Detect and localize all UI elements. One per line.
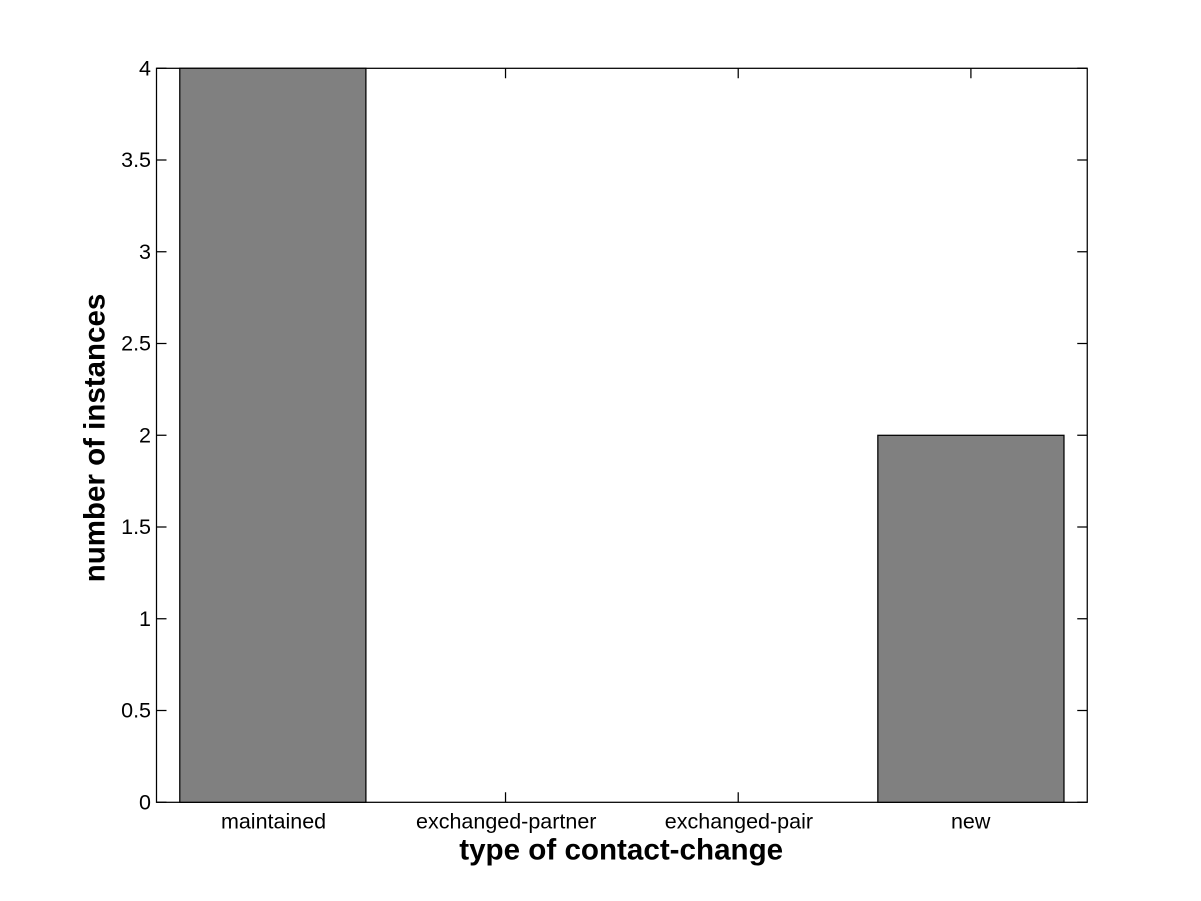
svg-text:exchanged-pair: exchanged-pair xyxy=(665,810,813,834)
svg-text:new: new xyxy=(951,810,991,834)
svg-text:0.5: 0.5 xyxy=(121,699,151,723)
svg-text:2: 2 xyxy=(139,423,151,447)
svg-text:type of contact-change: type of contact-change xyxy=(459,834,783,867)
svg-text:maintained: maintained xyxy=(221,810,326,834)
svg-text:exchanged-partner: exchanged-partner xyxy=(416,810,596,834)
svg-text:3: 3 xyxy=(139,240,151,264)
svg-text:2.5: 2.5 xyxy=(121,332,151,356)
svg-text:1: 1 xyxy=(139,607,151,631)
svg-text:1.5: 1.5 xyxy=(121,515,151,539)
svg-text:number of instances: number of instances xyxy=(79,294,112,583)
svg-text:3.5: 3.5 xyxy=(121,148,151,172)
svg-text:0: 0 xyxy=(139,790,151,814)
svg-text:4: 4 xyxy=(139,56,151,80)
